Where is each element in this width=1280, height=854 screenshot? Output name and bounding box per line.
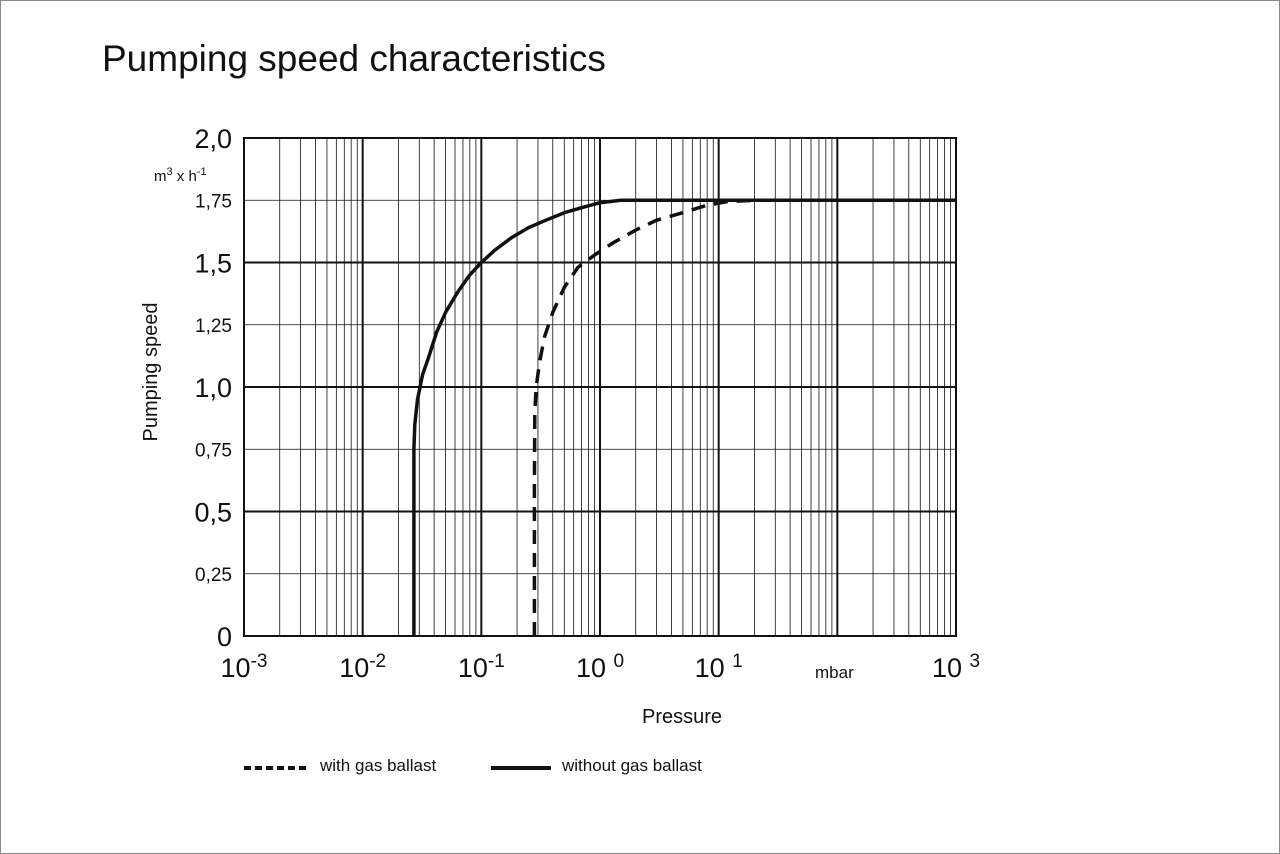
- y-unit-label: m3 x h-1: [154, 166, 207, 185]
- y-tick-label: 2,0: [194, 124, 232, 154]
- series-lines: [412, 198, 956, 636]
- y-tick-label: 1,25: [195, 316, 232, 337]
- x-tick-label: 10 0: [576, 651, 624, 683]
- x-tick-label: 10 3: [932, 651, 980, 683]
- series-line-with-gas-ballast: [532, 198, 956, 636]
- y-tick-label: 1,5: [194, 249, 232, 279]
- y-axis-label: Pumping speed: [140, 303, 162, 442]
- x-tick-label: 10-2: [339, 651, 386, 683]
- chart-title: Pumping speed characteristics: [102, 38, 606, 79]
- y-tick-labels: 0 0,25 0,5 0,75 1,0 1,25 1,5 1,75 2,0: [194, 124, 232, 652]
- y-tick-label: 0,25: [195, 565, 232, 586]
- y-tick-label: 0: [217, 622, 232, 652]
- y-tick-label: 0,5: [194, 498, 232, 528]
- y-unit-mid: x h: [173, 168, 197, 185]
- series-line-without-gas-ballast: [412, 198, 956, 636]
- y-tick-label: 1,75: [195, 191, 232, 212]
- x-tick-label: 10-3: [221, 651, 268, 683]
- legend: with gas ballast without gas ballast: [244, 756, 702, 775]
- y-unit-exp2: -1: [197, 166, 207, 178]
- y-tick-label: 1,0: [194, 373, 232, 403]
- y-unit-base: m: [154, 168, 167, 185]
- legend-label-without-gas-ballast: without gas ballast: [561, 756, 702, 775]
- grid: [244, 138, 956, 636]
- y-unit-exp: 3: [167, 166, 173, 178]
- y-tick-label: 0,75: [195, 440, 232, 461]
- x-unit-label: mbar: [815, 663, 854, 682]
- x-tick-label: 10-1: [458, 651, 505, 683]
- legend-label-with-gas-ballast: with gas ballast: [319, 756, 437, 775]
- x-tick-label: 10 1: [695, 651, 743, 683]
- plot-border: [243, 137, 957, 637]
- x-axis-label: Pressure: [642, 706, 722, 728]
- x-tick-labels: 10-3 10-2 10-1 10 0 10 1 10 3: [221, 651, 981, 683]
